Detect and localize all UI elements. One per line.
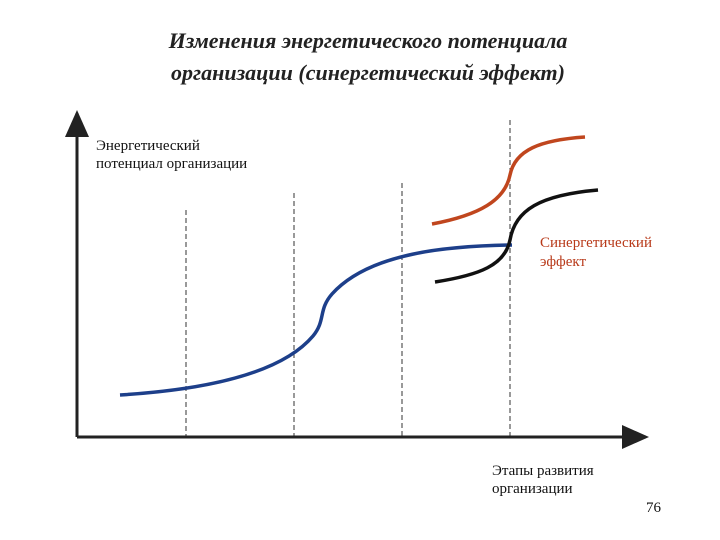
page-number: 76 [646,500,662,516]
annotation: Синергетический [540,235,652,251]
x-axis-label: Этапы развития [492,463,594,479]
title-line: Изменения энергетического потенциала [168,28,568,53]
blue-curve [119,243,513,397]
y-axis-label: Энергетический [96,138,200,154]
annotation: эффект [540,254,586,270]
x-axis-label: организации [492,481,573,497]
black-curve [434,188,599,284]
title-line: организации (синергетический эффект) [171,60,565,85]
y-axis-label: потенциал организации [96,156,247,172]
red-curve [431,135,586,226]
